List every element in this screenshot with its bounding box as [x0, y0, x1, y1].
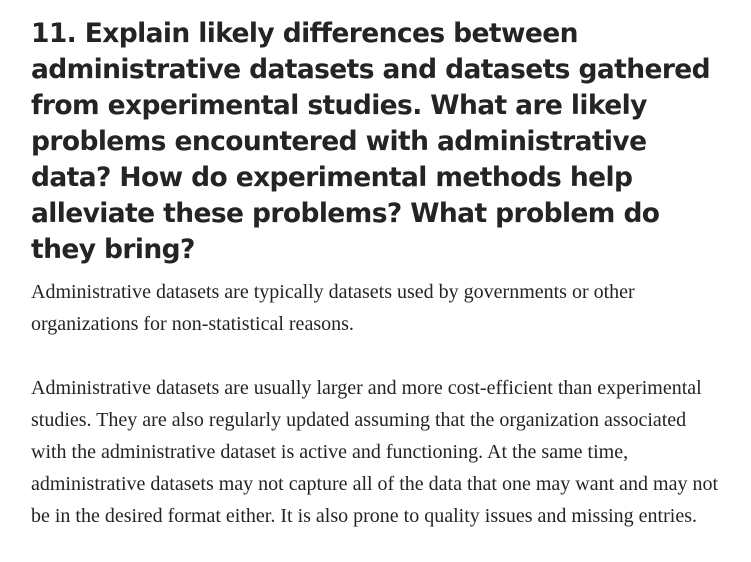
question-heading: 11. Explain likely differences between a…: [31, 18, 711, 265]
paragraph-differences: Administrative datasets are usually larg…: [31, 377, 719, 527]
paragraph-definition: Administrative datasets are typically da…: [31, 281, 635, 335]
article: 11. Explain likely differences between a…: [31, 16, 721, 532]
